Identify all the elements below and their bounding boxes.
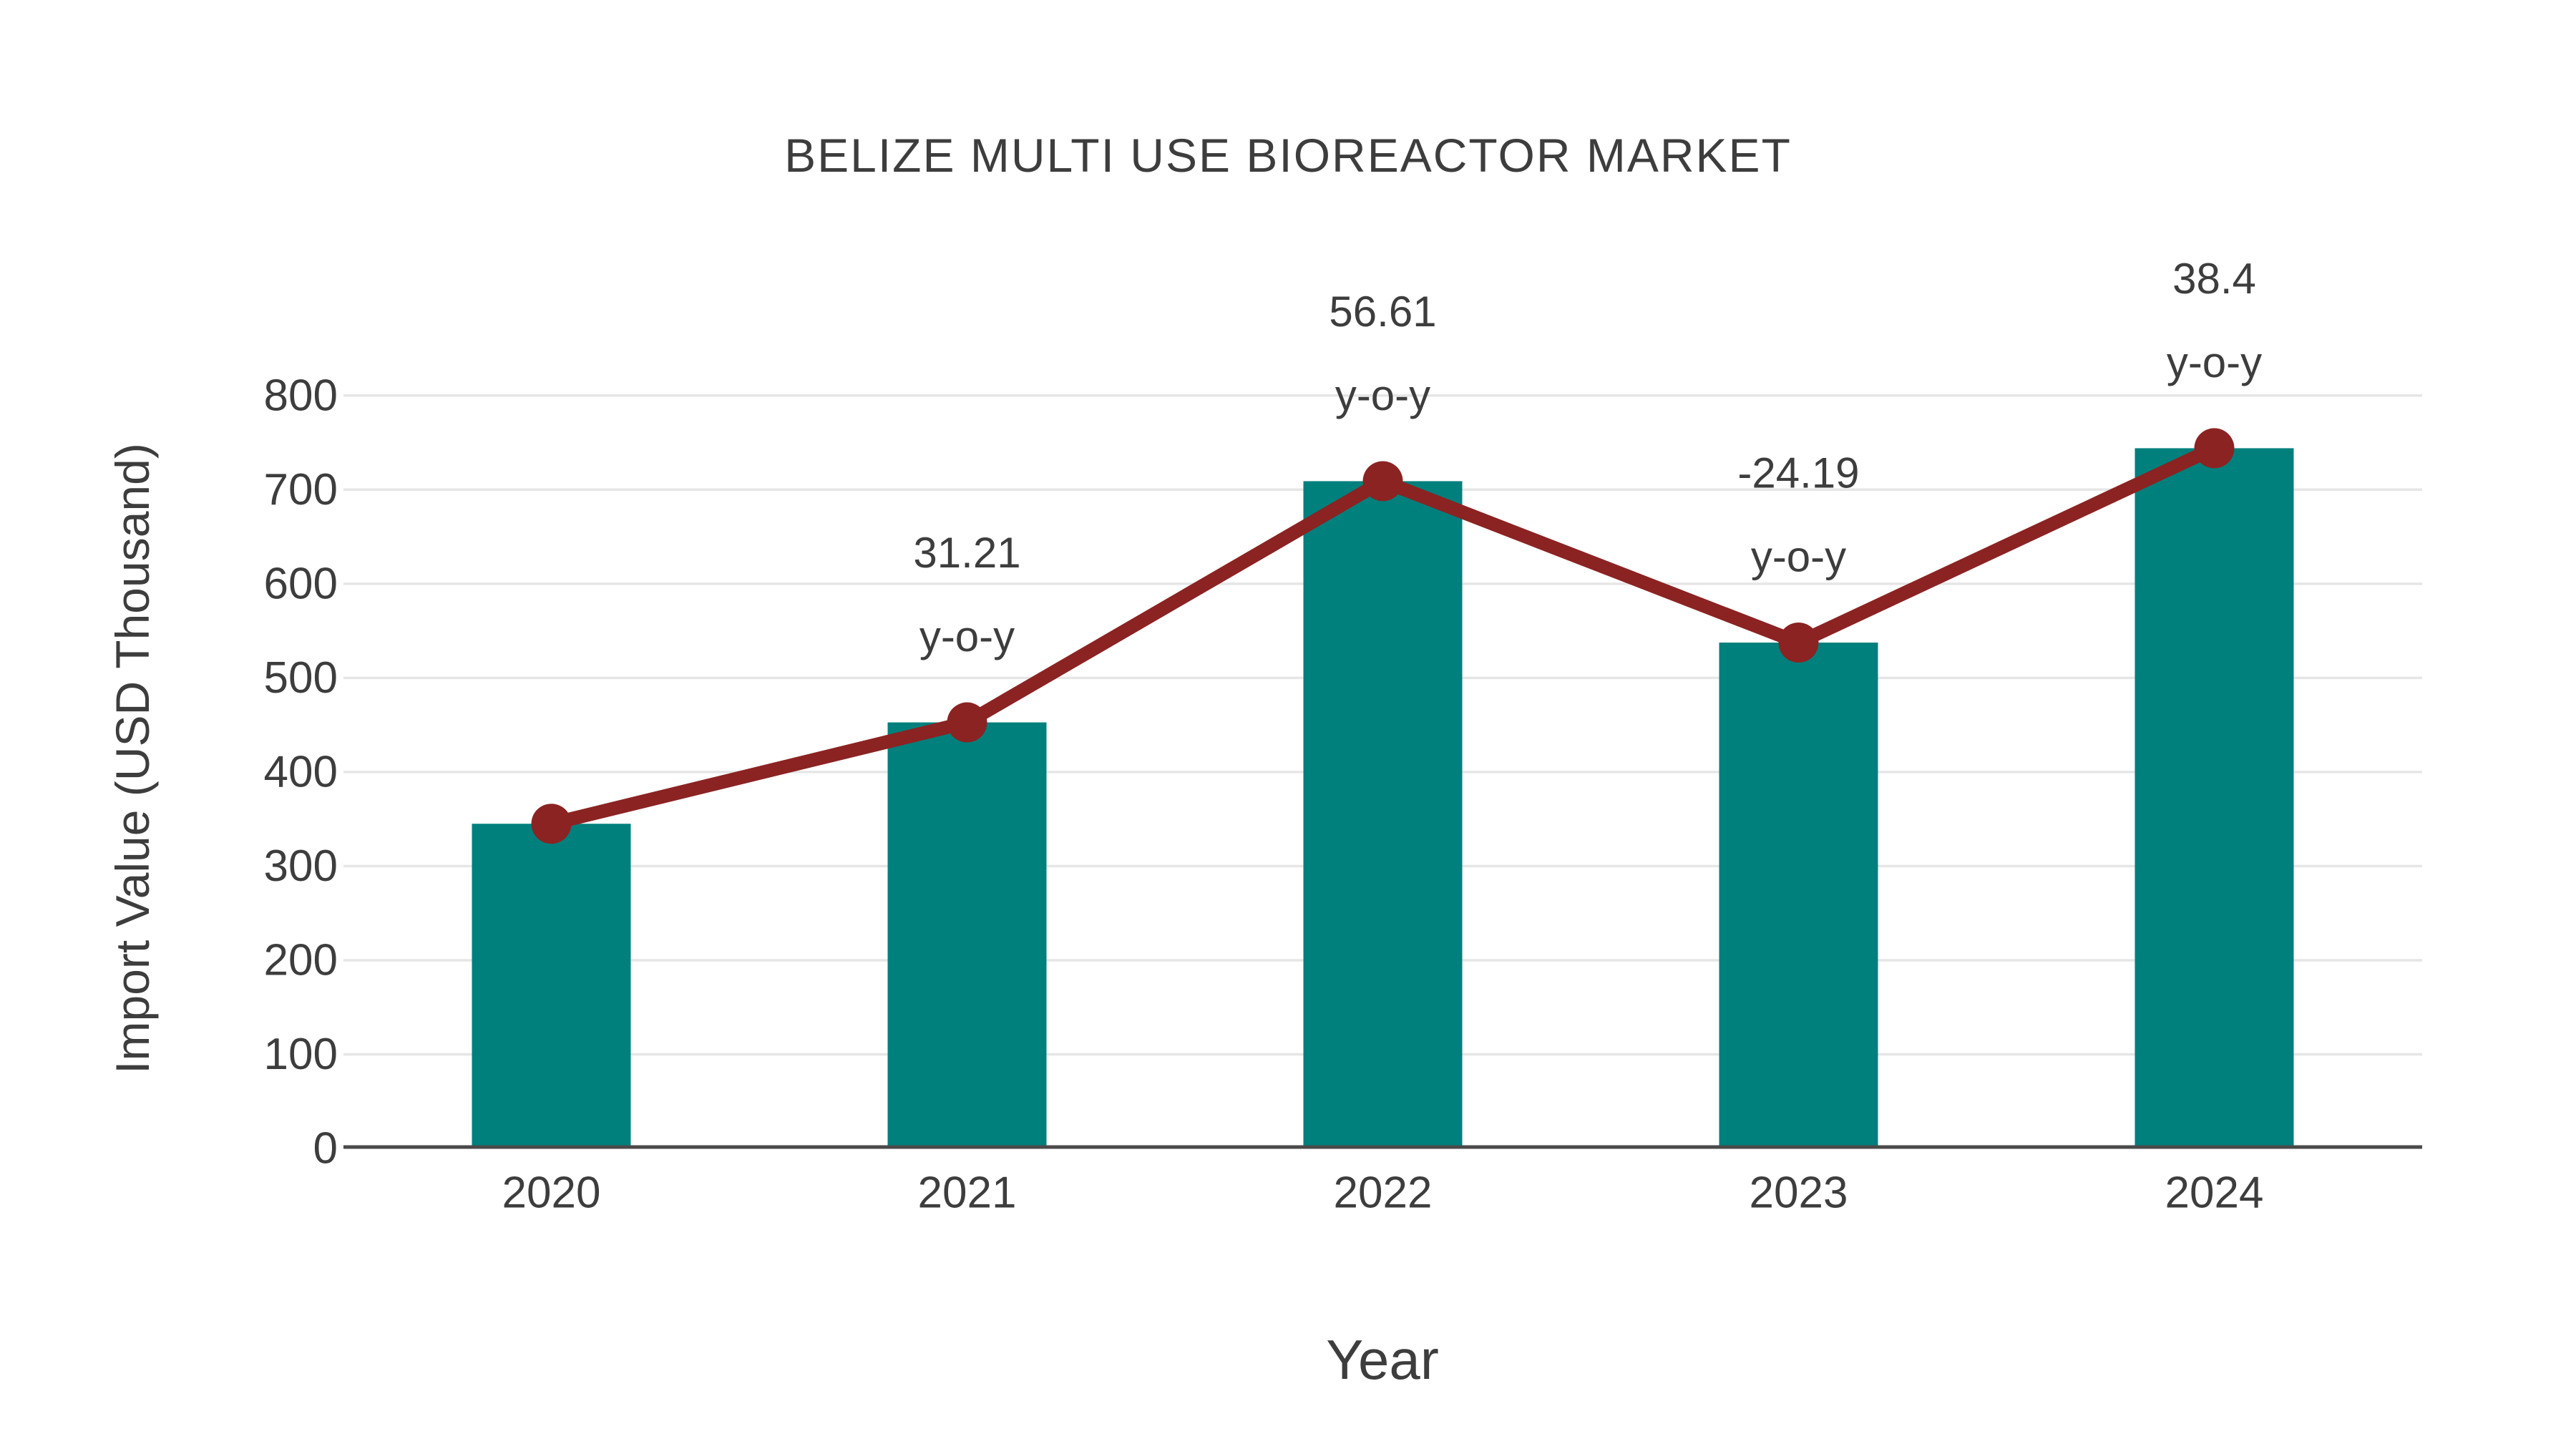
line-marker-2020 xyxy=(531,804,572,844)
bar-2021 xyxy=(887,722,1047,1148)
bar-2020 xyxy=(472,824,631,1148)
y-tick-label-700: 700 xyxy=(264,465,338,514)
annotation-2024-value: 38.4 xyxy=(2172,255,2256,303)
chart-title: BELIZE MULTI USE BIOREACTOR MARKET xyxy=(784,129,1792,182)
bar-2022 xyxy=(1303,481,1463,1148)
x-tick-label-2023: 2023 xyxy=(1750,1169,1848,1218)
bar-2024 xyxy=(2135,448,2294,1148)
x-tick-label-2021: 2021 xyxy=(918,1169,1017,1218)
annotation-2021-value: 31.21 xyxy=(913,529,1020,577)
x-tick-label-2020: 2020 xyxy=(502,1169,601,1218)
bar-layer xyxy=(472,448,2294,1148)
line-layer xyxy=(531,428,2235,844)
y-tick-label-100: 100 xyxy=(264,1030,338,1079)
annotation-2022-unit: y-o-y xyxy=(1335,371,1430,419)
x-tick-label-2022: 2022 xyxy=(1334,1169,1433,1218)
y-tick-label-600: 600 xyxy=(264,559,338,608)
y-tick-label-500: 500 xyxy=(264,653,338,703)
annotation-2023-value: -24.19 xyxy=(1737,449,1859,497)
axis-layer: 0 100 200 300 400 500 600 700 800 2020 2021 2022 202… xyxy=(264,371,2422,1218)
line-marker-2023 xyxy=(1778,623,1819,663)
y-tick-label-300: 300 xyxy=(264,841,338,891)
annotation-2021-unit: y-o-y xyxy=(919,613,1015,660)
annotation-2024-unit: y-o-y xyxy=(2167,338,2262,386)
x-tick-label-2024: 2024 xyxy=(2165,1169,2264,1218)
line-marker-2021 xyxy=(947,702,987,743)
y-tick-label-800: 800 xyxy=(264,371,338,420)
annotation-2022-value: 56.61 xyxy=(1329,288,1436,336)
y-axis-title: Import Value (USD Thousand) xyxy=(106,443,159,1074)
y-tick-label-200: 200 xyxy=(264,935,338,985)
line-marker-2024 xyxy=(2194,428,2235,469)
x-axis-title: Year xyxy=(1326,1328,1439,1391)
annotation-layer: 31.21 y-o-y 56.61 y-o-y -24.19 y-o-y 38.4 y-o-y xyxy=(913,255,2262,660)
y-tick-label-400: 400 xyxy=(264,747,338,796)
bar-2023 xyxy=(1719,643,1878,1148)
line-marker-2022 xyxy=(1362,461,1403,502)
y-tick-label-0: 0 xyxy=(313,1124,338,1174)
annotation-2023-unit: y-o-y xyxy=(1751,533,1846,581)
